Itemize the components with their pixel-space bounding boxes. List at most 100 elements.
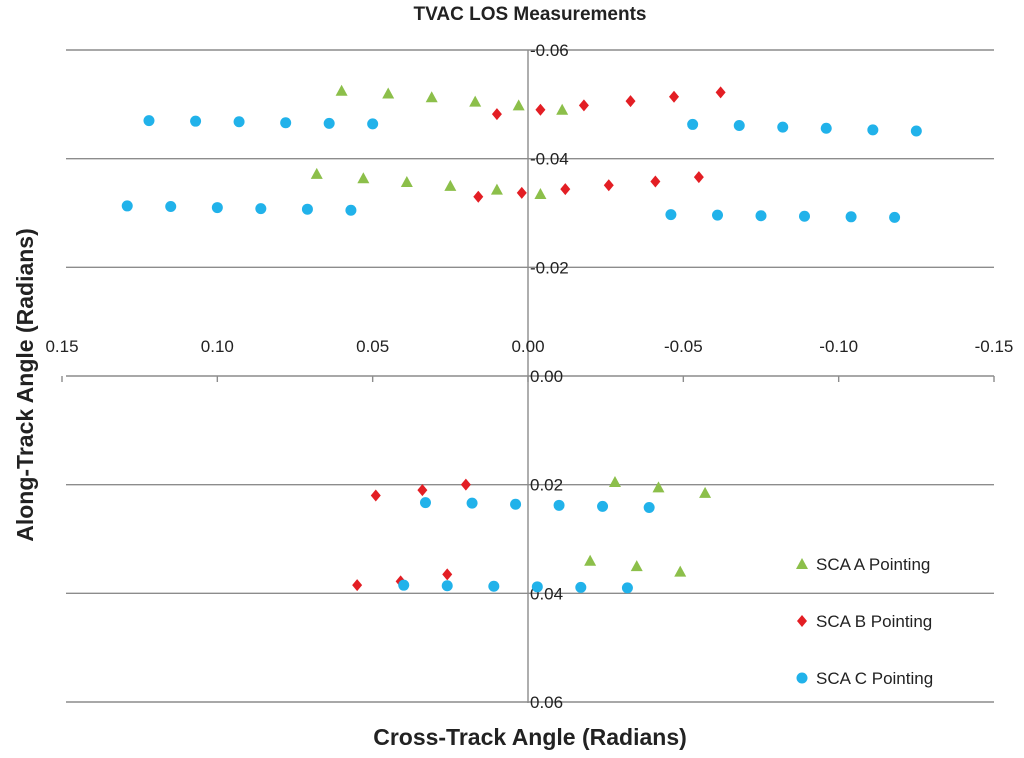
point-sca-a-pointing-13 <box>652 481 665 493</box>
gridlines <box>66 49 994 703</box>
series-sca-a-pointing <box>310 84 712 577</box>
point-sca-a-pointing-14 <box>699 486 712 498</box>
x-tick-label-2: 0.05 <box>356 337 389 356</box>
point-sca-c-pointing-22 <box>845 211 857 223</box>
point-sca-b-pointing-10 <box>650 175 661 188</box>
point-sca-c-pointing-23 <box>889 211 901 223</box>
point-sca-c-pointing-31 <box>441 580 453 592</box>
point-sca-c-pointing-25 <box>466 497 478 509</box>
x-tick-label-4: -0.05 <box>664 337 703 356</box>
series-sca-c-pointing <box>121 115 922 594</box>
point-sca-a-pointing-8 <box>400 176 413 188</box>
point-sca-c-pointing-24 <box>419 497 431 509</box>
point-sca-b-pointing-13 <box>417 484 428 497</box>
point-sca-c-pointing-28 <box>597 500 609 512</box>
x-tick-label-1: 0.10 <box>201 337 234 356</box>
point-sca-c-pointing-9 <box>820 122 832 134</box>
point-sca-c-pointing-1 <box>190 115 202 127</box>
legend-marker-sca-a-pointing <box>796 558 808 569</box>
point-sca-c-pointing-19 <box>712 209 724 221</box>
point-sca-a-pointing-4 <box>512 99 525 111</box>
point-sca-b-pointing-2 <box>578 99 589 112</box>
point-sca-a-pointing-12 <box>608 475 621 487</box>
point-sca-c-pointing-14 <box>211 202 223 214</box>
point-sca-a-pointing-7 <box>357 172 370 184</box>
point-sca-c-pointing-0 <box>143 115 155 127</box>
chart-title: TVAC LOS Measurements <box>413 4 647 25</box>
point-sca-c-pointing-2 <box>233 116 245 128</box>
point-sca-b-pointing-11 <box>693 171 704 184</box>
y-tick-label-3: 0.00 <box>530 367 563 386</box>
point-sca-a-pointing-3 <box>469 95 482 107</box>
legend-label-sca-c-pointing: SCA C Pointing <box>816 669 933 688</box>
point-sca-b-pointing-3 <box>625 95 636 108</box>
point-sca-b-pointing-14 <box>460 478 471 491</box>
x-tick-label-6: -0.15 <box>975 337 1014 356</box>
point-sca-b-pointing-5 <box>715 86 726 99</box>
point-sca-c-pointing-17 <box>345 204 357 216</box>
point-sca-c-pointing-33 <box>531 581 543 593</box>
x-tick-label-5: -0.10 <box>819 337 858 356</box>
point-sca-b-pointing-0 <box>491 108 502 121</box>
point-sca-a-pointing-17 <box>674 565 687 577</box>
point-sca-b-pointing-17 <box>442 568 453 581</box>
y-tick-label-6: 0.06 <box>530 693 563 712</box>
point-sca-c-pointing-15 <box>255 203 267 215</box>
legend-label-sca-a-pointing: SCA A Pointing <box>816 555 930 574</box>
point-sca-a-pointing-2 <box>425 91 438 103</box>
axes <box>61 50 995 703</box>
point-sca-b-pointing-4 <box>669 90 680 103</box>
legend: SCA A Pointing SCA B Pointing SCA C Pointi… <box>796 555 933 688</box>
point-sca-c-pointing-32 <box>488 580 500 592</box>
point-sca-a-pointing-0 <box>335 84 348 96</box>
point-sca-c-pointing-21 <box>798 210 810 222</box>
point-sca-c-pointing-30 <box>398 579 410 591</box>
point-sca-a-pointing-11 <box>534 187 547 199</box>
point-sca-c-pointing-29 <box>643 501 655 513</box>
point-sca-c-pointing-16 <box>301 203 313 215</box>
point-sca-c-pointing-13 <box>165 200 177 212</box>
point-sca-c-pointing-10 <box>867 124 879 136</box>
legend-marker-sca-c-pointing <box>796 672 808 684</box>
point-sca-a-pointing-16 <box>630 560 643 572</box>
point-sca-a-pointing-15 <box>584 554 597 566</box>
point-sca-c-pointing-27 <box>553 499 565 511</box>
data-points <box>121 84 922 594</box>
point-sca-a-pointing-6 <box>310 167 323 179</box>
y-tick-label-0: -0.06 <box>530 41 569 60</box>
point-sca-c-pointing-3 <box>280 117 292 129</box>
y-tick-label-1: -0.04 <box>530 150 569 169</box>
x-tick-label-3: 0.00 <box>511 337 544 356</box>
point-sca-c-pointing-8 <box>777 121 789 133</box>
point-sca-a-pointing-5 <box>556 103 569 115</box>
point-sca-c-pointing-11 <box>910 125 922 137</box>
point-sca-c-pointing-7 <box>733 120 745 132</box>
point-sca-c-pointing-34 <box>575 581 587 593</box>
point-sca-b-pointing-1 <box>535 103 546 116</box>
point-sca-a-pointing-10 <box>490 183 503 195</box>
y-tick-label-4: 0.02 <box>530 476 563 495</box>
legend-label-sca-b-pointing: SCA B Pointing <box>816 612 932 631</box>
point-sca-a-pointing-9 <box>444 179 457 191</box>
series-sca-b-pointing <box>352 86 726 592</box>
point-sca-b-pointing-7 <box>516 186 527 199</box>
x-tick-label-0: 0.15 <box>45 337 78 356</box>
point-sca-c-pointing-20 <box>755 210 767 222</box>
point-sca-b-pointing-6 <box>473 190 484 203</box>
point-sca-c-pointing-26 <box>510 498 522 510</box>
tick-labels: 0.15 0.10 0.05 0.00 -0.05 -0.10 -0.15 -0.06 -0.0… <box>45 41 1013 712</box>
point-sca-c-pointing-6 <box>687 118 699 130</box>
legend-marker-sca-b-pointing <box>797 615 807 627</box>
point-sca-a-pointing-1 <box>382 87 395 99</box>
point-sca-c-pointing-12 <box>121 200 133 212</box>
point-sca-b-pointing-12 <box>370 489 381 502</box>
point-sca-c-pointing-4 <box>323 117 335 129</box>
point-sca-b-pointing-9 <box>603 179 614 192</box>
point-sca-c-pointing-18 <box>665 209 677 221</box>
point-sca-b-pointing-15 <box>352 579 363 592</box>
y-axis-label: Along-Track Angle (Radians) <box>12 228 38 542</box>
point-sca-b-pointing-8 <box>560 183 571 196</box>
point-sca-c-pointing-5 <box>367 118 379 130</box>
x-axis-label: Cross-Track Angle (Radians) <box>373 724 687 750</box>
